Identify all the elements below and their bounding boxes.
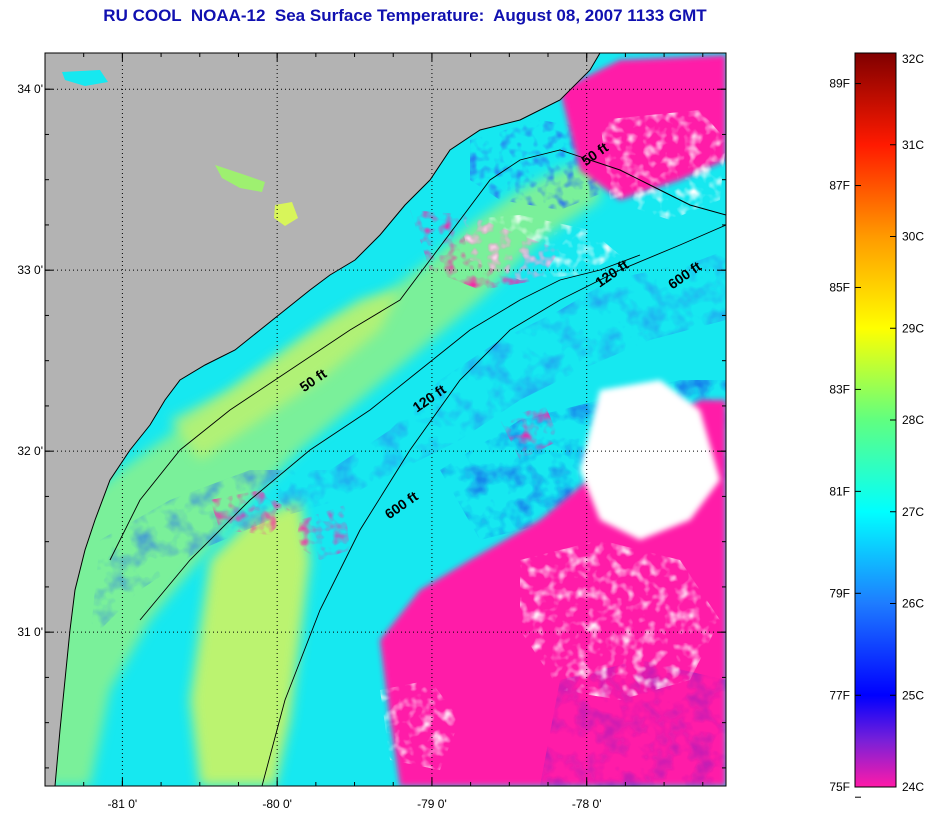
cloud-east: [580, 380, 720, 540]
lon-tick-label: -81 0': [108, 797, 138, 811]
fahrenheit-label: 87F: [829, 179, 850, 193]
lon-tick-label: -79 0': [417, 797, 447, 811]
inland-lake-3: [274, 202, 298, 226]
cold-patch-3: [500, 405, 560, 460]
cloud-se: [520, 540, 720, 700]
celsius-label: 27C: [902, 505, 924, 519]
cloud-mid: [460, 215, 620, 280]
celsius-label: 26C: [902, 597, 924, 611]
fahrenheit-label: 85F: [829, 280, 850, 294]
celsius-label: 29C: [902, 321, 924, 335]
fahrenheit-label: 89F: [829, 77, 850, 91]
lat-tick-label: 31 0': [17, 625, 43, 639]
celsius-label: 32C: [902, 52, 924, 66]
map-title: RU COOL NOAA-12 Sea Surface Temperature:…: [103, 6, 707, 25]
cape-coastline: [589, 159, 726, 216]
yellow-plume: [190, 500, 310, 786]
isobath-50ft: [109, 149, 591, 561]
lon-tick-label: -80 0': [262, 797, 292, 811]
celsius-label: 30C: [902, 230, 924, 244]
yellow-coastal: [170, 290, 400, 460]
cold-patch-2: [295, 505, 350, 560]
coastline: [54, 53, 601, 786]
lon-tick-label: -78 0': [572, 797, 602, 811]
cloud-south: [380, 680, 460, 770]
cloud-north: [600, 110, 726, 220]
isobath-120ft: [139, 254, 641, 621]
lat-tick-label: 33 0': [17, 263, 43, 277]
axis-ticks: -81 0' -80 0' -79 0' -78 0' 34 0' 33 0' 32 0' 3…: [17, 53, 726, 811]
map-frame: [44, 52, 727, 787]
celsius-label: 25C: [902, 688, 924, 702]
colorbar-scale: [854, 52, 897, 788]
inland-lake-1: [62, 70, 108, 86]
inland-lake-2: [215, 165, 265, 192]
lat-tick-label: 34 0': [17, 82, 43, 96]
lat-tick-label: 32 0': [17, 444, 43, 458]
celsius-label: 31C: [902, 138, 924, 152]
fahrenheit-label: 75F: [829, 780, 850, 794]
colorbar-labels: 32C 31C 30C 29C 28C 27C 26C 25C 24C 89F 87F 85F 83F 8…: [829, 52, 924, 798]
fahrenheit-label: 83F: [829, 382, 850, 396]
fahrenheit-label: 81F: [829, 484, 850, 498]
map-imagery: [45, 53, 726, 786]
land: [45, 53, 600, 786]
celsius-label: 28C: [902, 413, 924, 427]
fahrenheit-label: 79F: [829, 586, 850, 600]
fahrenheit-label: 77F: [829, 688, 850, 702]
cold-patch-1: [210, 490, 290, 535]
lat-lon-grid: [45, 53, 726, 786]
blue-band-inner: [90, 250, 726, 640]
isobath-600ft: [261, 224, 726, 786]
celsius-label: 24C: [902, 780, 924, 794]
